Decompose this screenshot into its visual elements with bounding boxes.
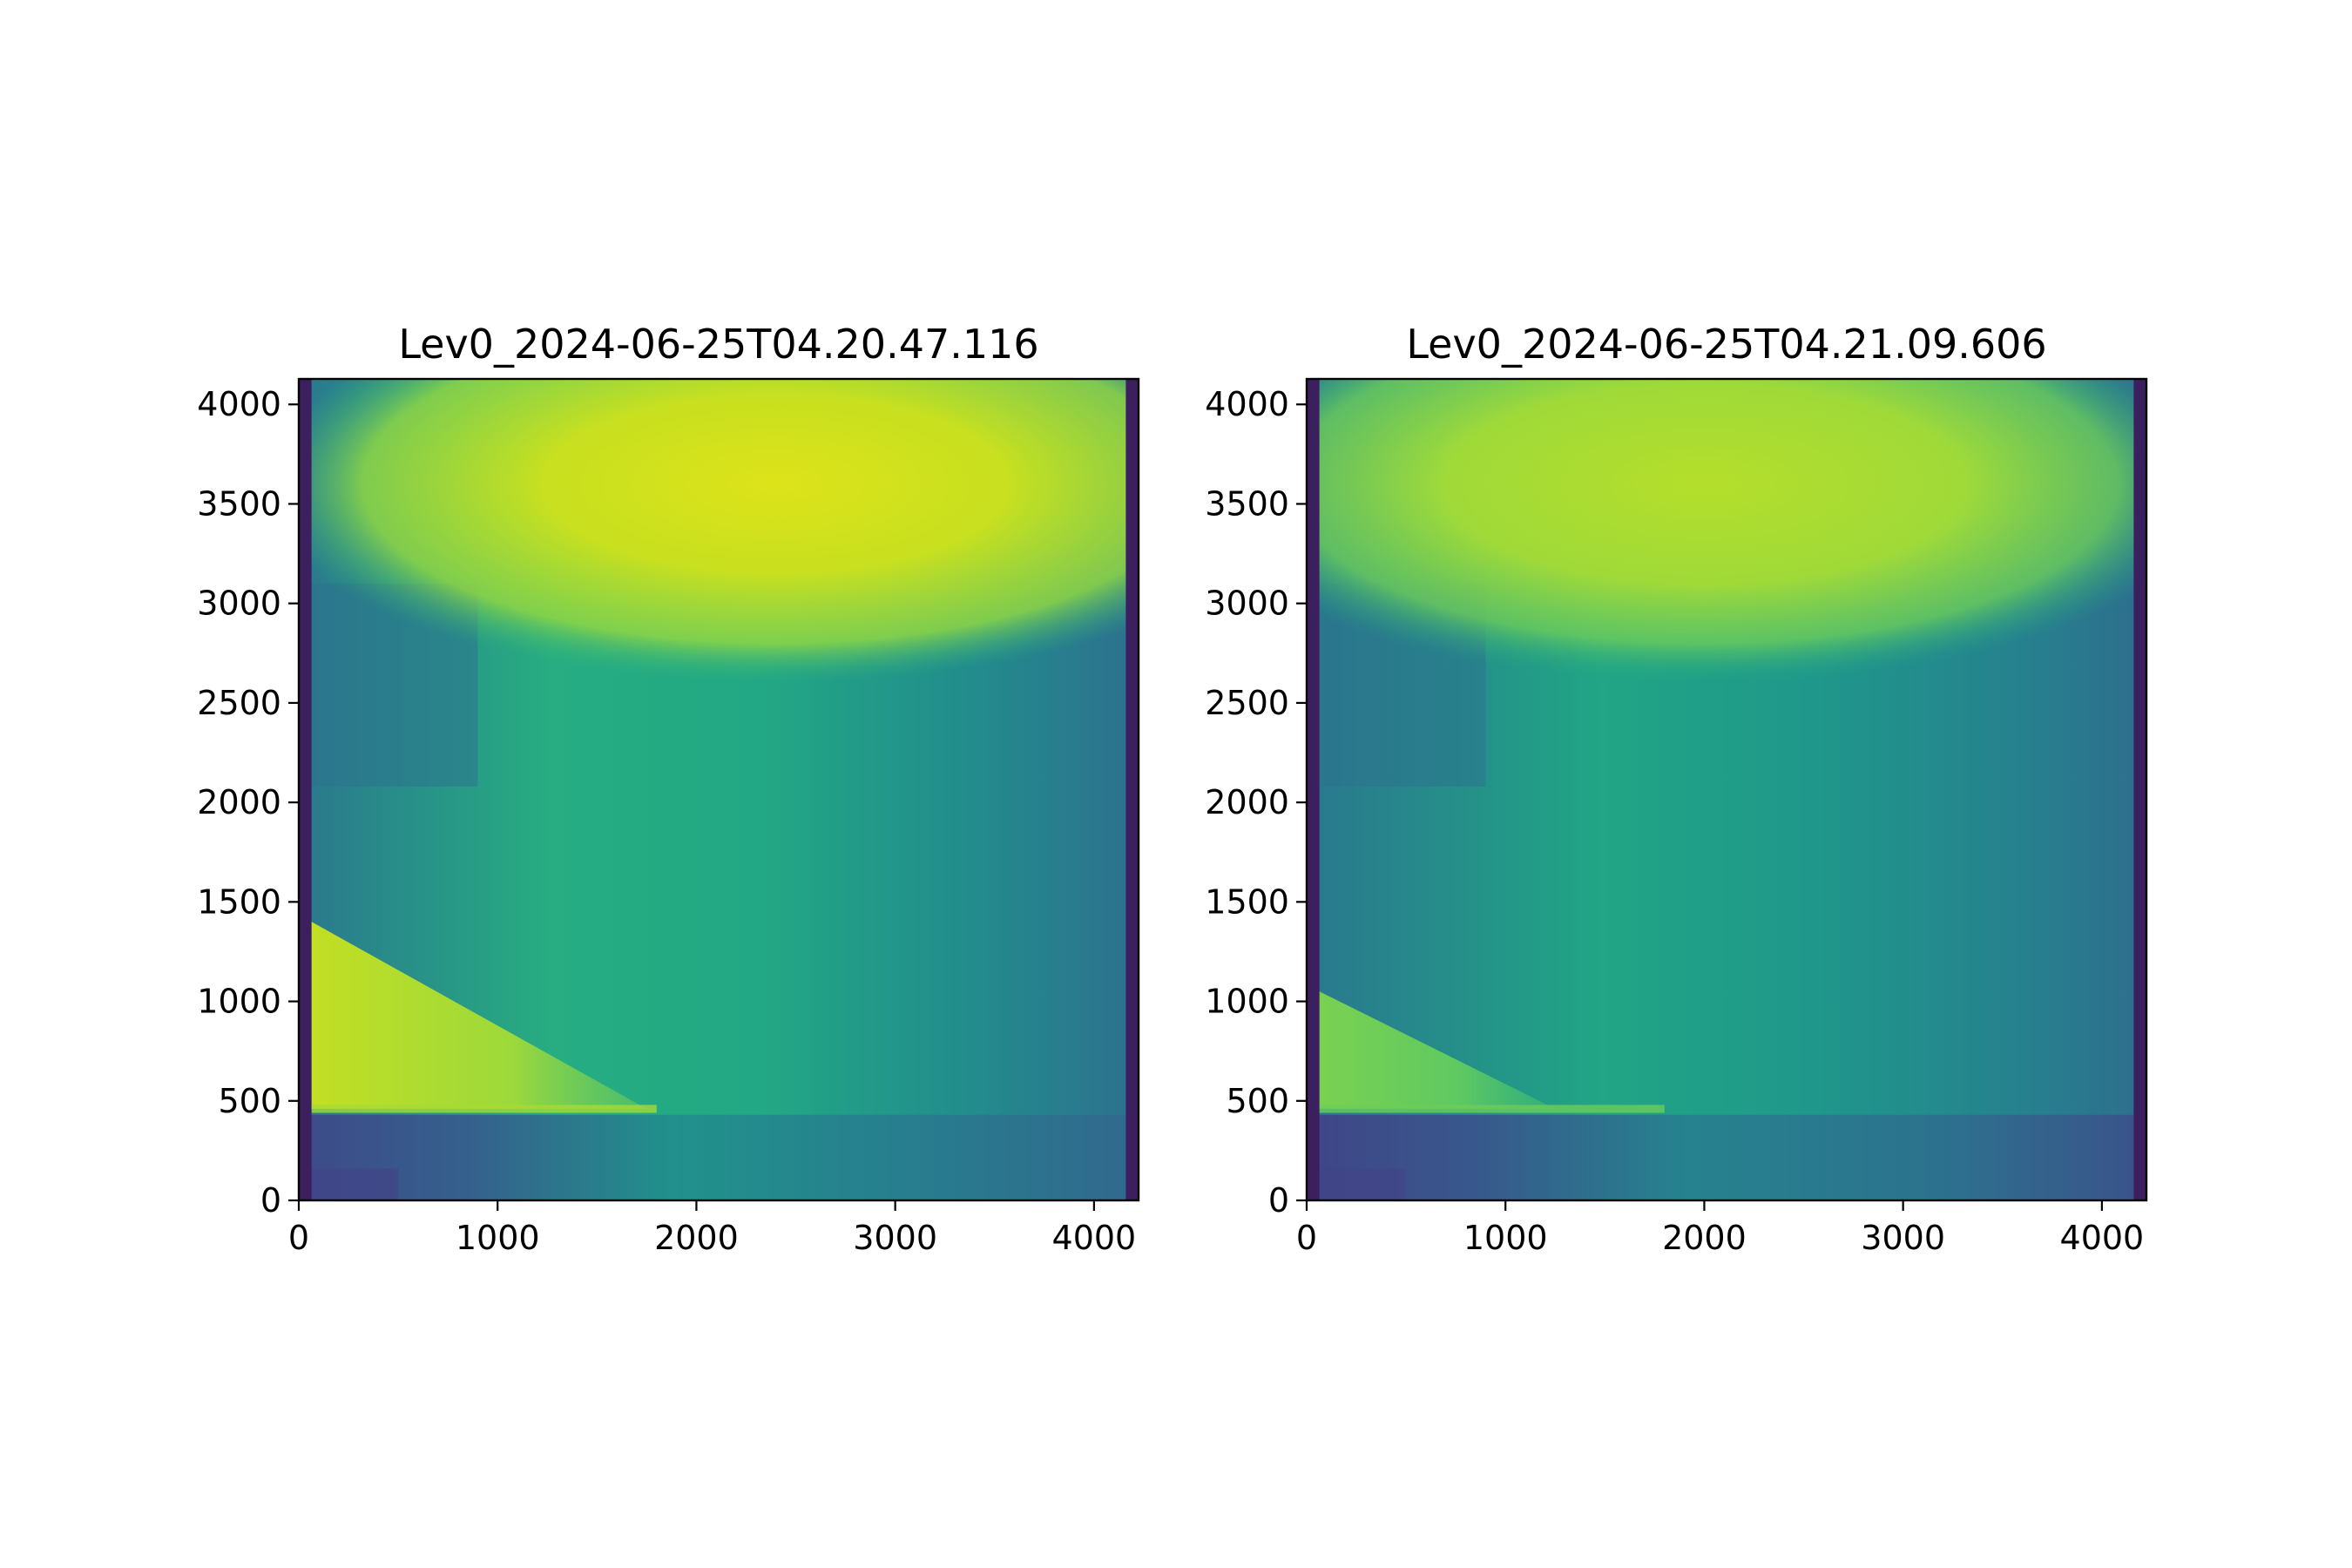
y-tick-label: 3000 [1205,585,1289,623]
y-tick-label: 0 [260,1181,281,1220]
dark-border-column-0 [299,379,312,1200]
x-tick-label: 0 [1296,1219,1317,1257]
y-tick-label: 4000 [197,385,281,423]
axes-frame [297,377,1140,1202]
x-tick-label: 4000 [1052,1219,1137,1257]
y-tick-label: 0 [1268,1181,1289,1220]
x-tick-label: 4000 [2060,1219,2145,1257]
x-tick-label: 0 [288,1219,309,1257]
heatmap-bright-wedge [1319,991,1556,1109]
x-tick-label: 3000 [1861,1219,1945,1257]
heatmap-bright-ellipse [1307,379,2146,683]
y-tick-label: 500 [1226,1082,1289,1120]
chart-title: Lev0_2024-06-25T04.20.47.116 [398,321,1038,368]
x-tick-label: 1000 [1463,1219,1548,1257]
heatmap-bright-wedge [311,922,647,1109]
heatmap-bottom-left-patch [311,1168,399,1200]
heatmap-bottom-strip [299,1114,1139,1200]
heatmap-image [1307,379,2146,1200]
y-tick-label: 500 [218,1082,281,1120]
heatmap-bright-ellipse [299,379,1139,683]
heatmap-bottom-strip [1307,1114,2146,1200]
y-tick-label: 1500 [197,882,281,921]
dark-border-column-1 [2133,379,2146,1200]
y-tick-label: 1000 [1205,983,1289,1021]
y-tick-label: 3500 [1205,484,1289,523]
y-tick-label: 3500 [197,484,281,523]
heatmap-bottom-left-patch [1319,1168,1407,1200]
dark-border-column-1 [1125,379,1139,1200]
right-heatmap-panel: 0 1000 2000 3000 4000 0 500 1000 1500 2000 2500 300… [1205,321,2148,1257]
y-tick-label: 2500 [197,684,281,722]
y-tick-label: 1500 [1205,882,1289,921]
x-tick-label: 2000 [654,1219,739,1257]
x-tick-label: 3000 [853,1219,937,1257]
left-heatmap-panel: 0 1000 2000 3000 4000 0 500 1000 1500 2000 2500 300… [197,321,1140,1257]
heatmap-bright-band [1319,1105,1665,1113]
x-tick-label: 2000 [1662,1219,1747,1257]
x-tick-label: 1000 [456,1219,540,1257]
y-tick-label: 3000 [197,585,281,623]
dark-border-column-0 [1307,379,1320,1200]
y-tick-label: 2000 [197,783,281,821]
heatmap-bright-band [311,1105,657,1113]
axes-frame [1305,377,2148,1202]
y-tick-label: 2000 [1205,783,1289,821]
heatmap-image [299,379,1139,1200]
y-tick-label: 4000 [1205,385,1289,423]
chart-title: Lev0_2024-06-25T04.21.09.606 [1406,321,2046,368]
y-tick-label: 2500 [1205,684,1289,722]
y-tick-label: 1000 [197,983,281,1021]
